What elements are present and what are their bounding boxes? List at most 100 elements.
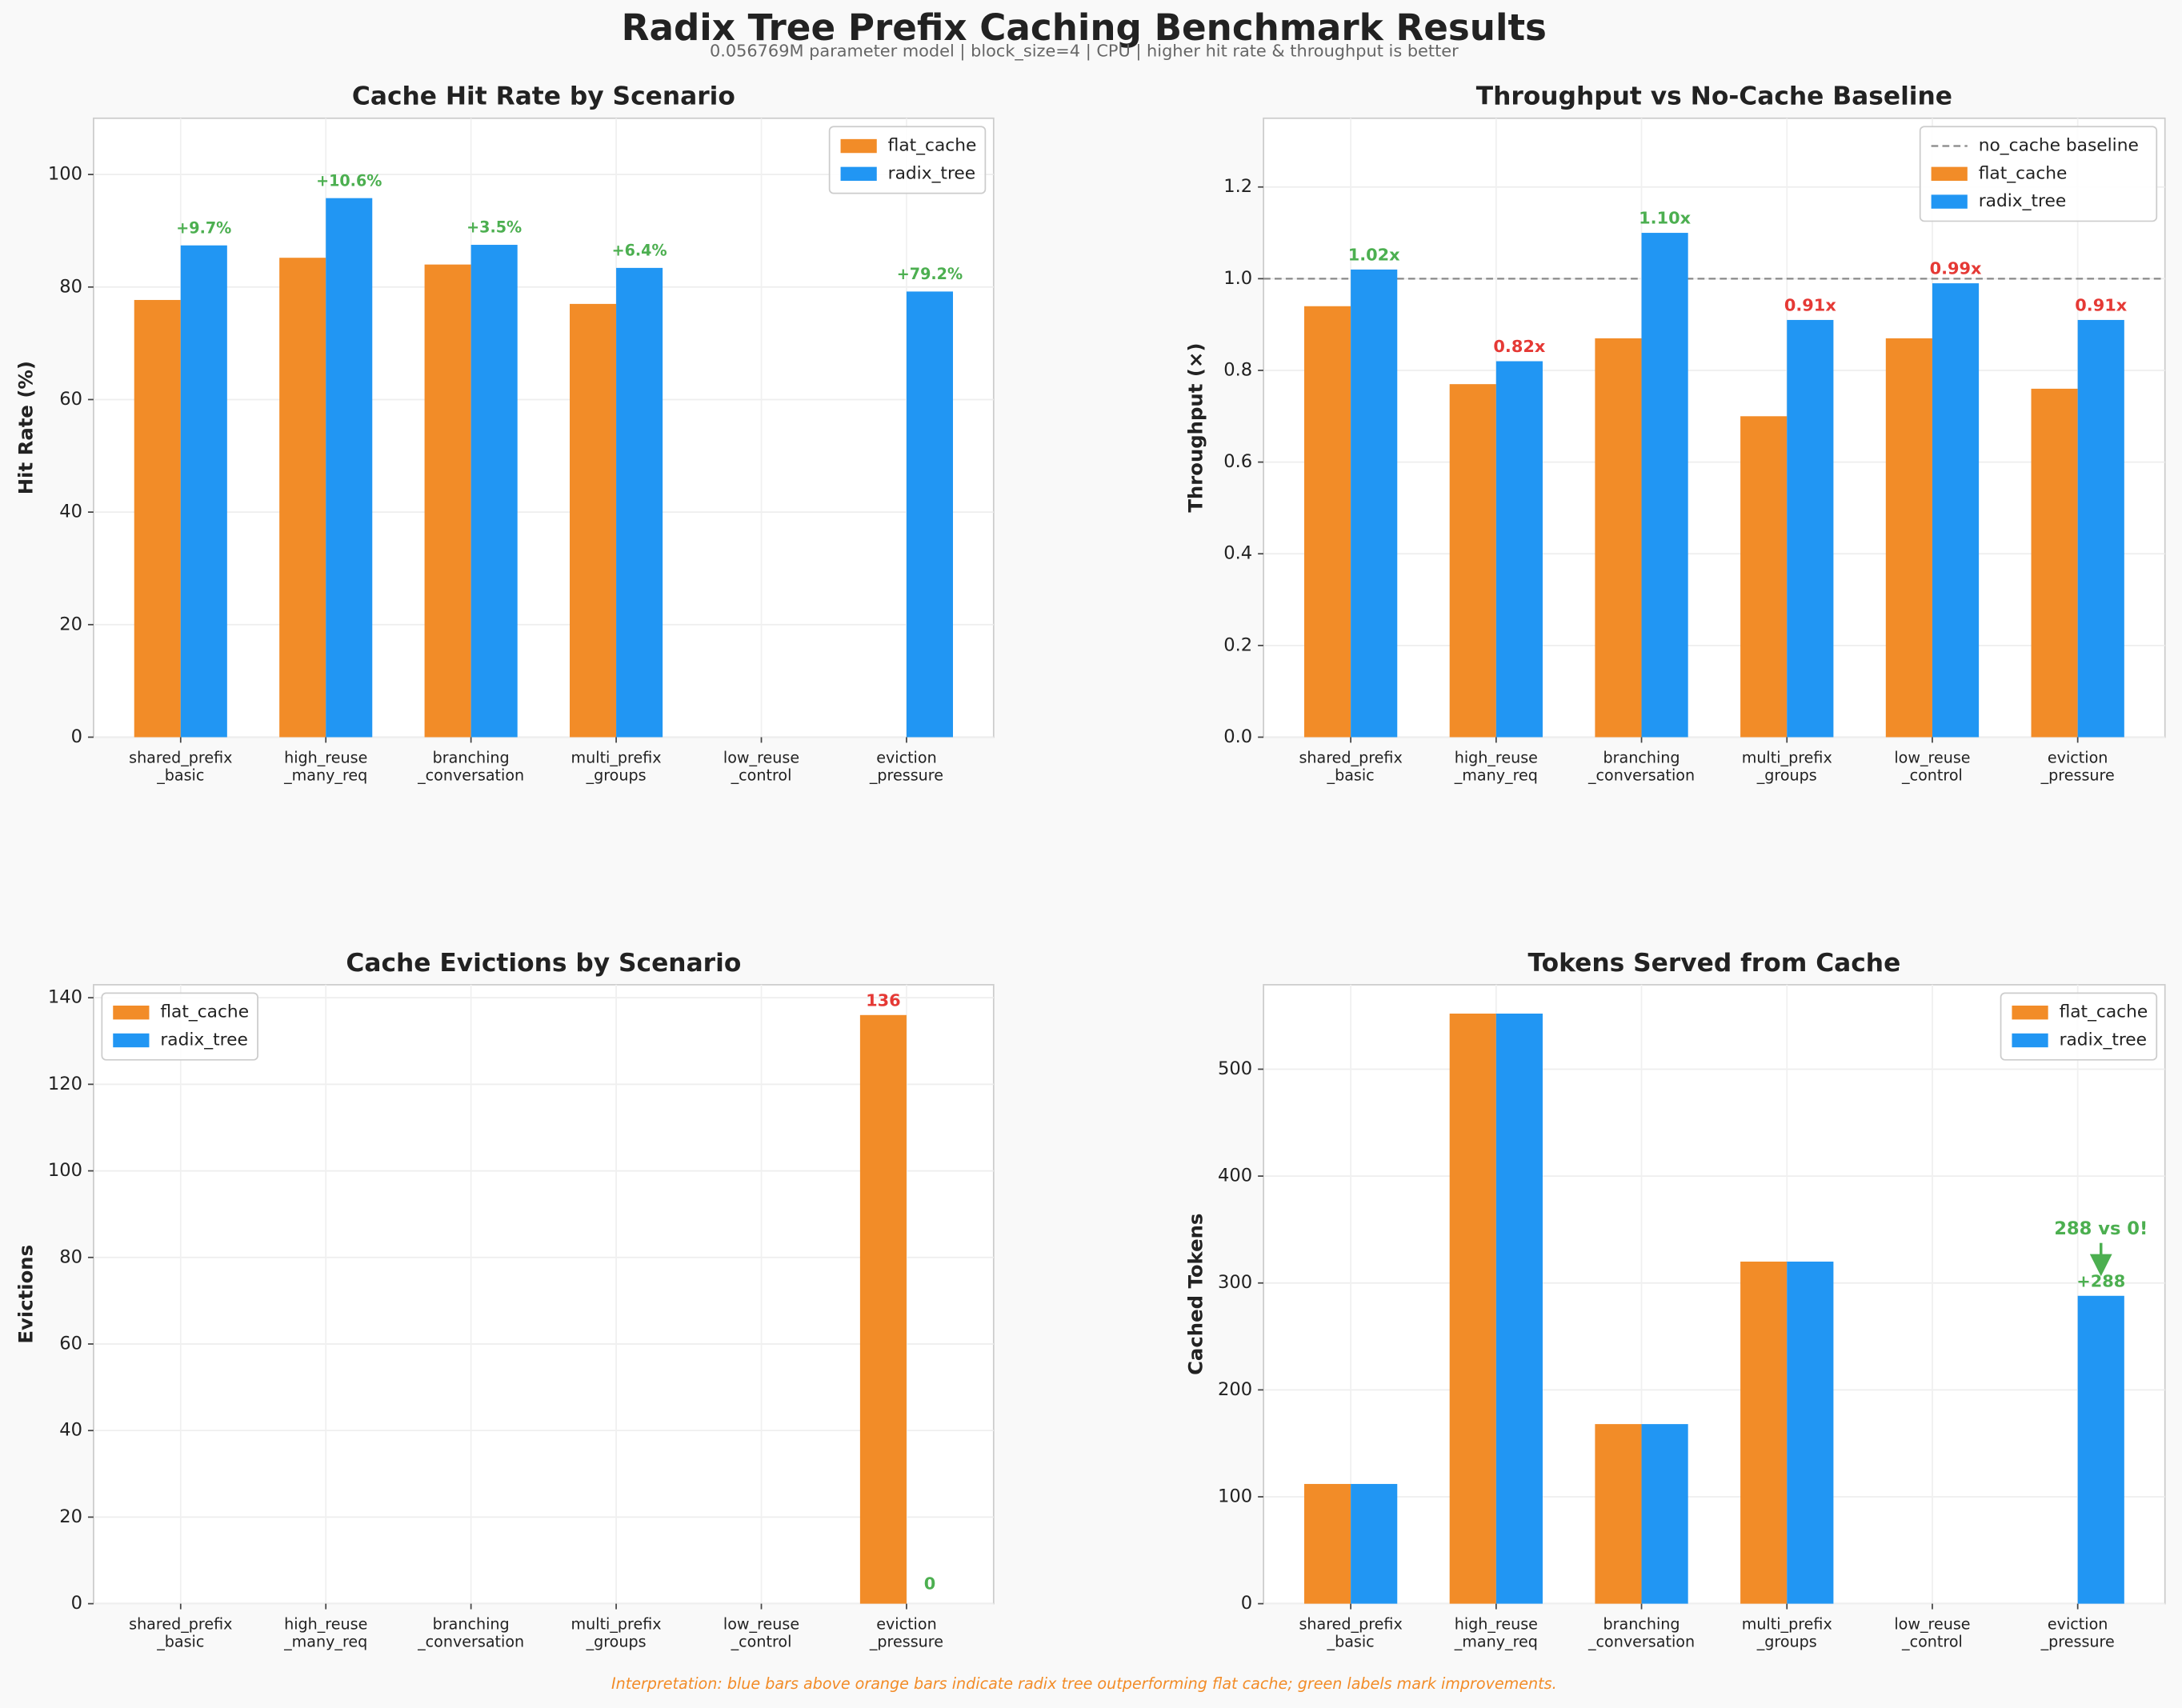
value-label: +288 [2076,1271,2125,1290]
x-tick-label: shared_prefix _basic [1299,748,1402,784]
x-tick-label: shared_prefix _basic [129,748,232,784]
figure-subtitle: 0.056769M parameter model | block_size=4… [710,41,1459,61]
y-tick-label: 500 [1218,1058,1252,1079]
value-label: 1.10x [1639,209,1691,228]
bar [1787,1262,1834,1604]
legend-swatch [113,1006,150,1020]
bar [1351,269,1398,738]
y-tick-label: 0 [1241,1593,1252,1614]
y-tick-label: 20 [59,614,82,634]
x-tick-label: eviction _pressure [869,1614,943,1650]
bar [1495,361,1543,738]
x-tick-label: multi_prefix _groups [1742,1614,1832,1650]
bar [1885,338,1932,738]
bar [1303,306,1351,738]
y-tick-label: 60 [59,1333,82,1354]
value-label: 0.91x [1784,296,1836,315]
y-tick-label: 1.0 [1223,268,1252,289]
x-tick-label: branching _conversation [1587,748,1695,784]
y-tick-label: 20 [59,1506,82,1527]
bar [1449,384,1496,738]
legend-box [1919,126,2158,222]
legend-swatch [113,1033,150,1048]
bar [1740,416,1788,738]
bar [1449,1014,1496,1604]
x-tick-label: low_reuse _control [723,1614,799,1650]
bar [180,245,227,738]
legend-swatch [1931,194,1968,209]
y-tick-label: 60 [59,389,82,410]
bar [1641,233,1688,738]
callout-label: 288 vs 0! [2054,1218,2148,1239]
x-tick-label: branching _conversation [1587,1614,1695,1650]
value-label: 0.82x [1493,337,1545,356]
plot-area [1263,984,2166,1605]
bar [1595,1424,1642,1604]
legend-label: no_cache baseline [1979,136,2139,156]
bar [2077,1295,2124,1604]
bar [326,198,373,738]
legend-swatch [1931,166,1968,182]
y-tick-label: 40 [59,1420,82,1441]
y-axis-label: Evictions [14,1245,37,1344]
bar [2031,388,2078,738]
bar [1495,1014,1543,1604]
bar [1351,1483,1398,1604]
legend-swatch [2012,1006,2048,1020]
x-tick-label: branching _conversation [417,1614,524,1650]
bar [134,299,181,738]
x-tick-label: shared_prefix _basic [129,1614,232,1650]
improvement-label: +6.4% [612,242,667,260]
y-tick-label: 100 [1218,1486,1252,1506]
x-tick-label: shared_prefix _basic [1299,1614,1402,1650]
x-tick-label: high_reuse _many_req [1454,1614,1538,1650]
improvement-label: +79.2% [897,265,963,283]
y-tick-label: 100 [48,1160,82,1181]
legend-label: flat_cache [1979,163,2068,183]
bar [1595,338,1642,738]
y-tick-label: 120 [48,1074,82,1094]
x-tick-label: high_reuse _many_req [283,1614,367,1650]
footer-note: Interpretation: blue bars above orange b… [611,1674,1557,1693]
bar [424,264,471,738]
y-tick-label: 200 [1218,1379,1252,1400]
y-axis-label: Hit Rate (%) [14,361,37,494]
x-tick-label: high_reuse _many_req [283,748,367,784]
y-tick-label: 0 [71,1593,82,1614]
legend-label: flat_cache [2060,1002,2148,1022]
y-axis-label: Throughput (×) [1184,343,1207,513]
bar [1787,319,1834,738]
improvement-label: +9.7% [176,218,231,237]
value-label: 136 [866,990,901,1010]
y-tick-label: 80 [59,276,82,297]
bar [1932,283,1980,738]
y-tick-label: 300 [1218,1272,1252,1293]
bar [906,291,953,738]
x-tick-label: branching _conversation [417,748,524,784]
chart-title: Throughput vs No-Cache Baseline [1476,82,1952,111]
y-tick-label: 400 [1218,1166,1252,1186]
bar [616,267,663,738]
bar [570,303,617,738]
y-tick-label: 1.2 [1223,176,1252,197]
improvement-label: +3.5% [466,218,522,237]
bar [1303,1483,1351,1604]
x-tick-label: low_reuse _control [723,748,799,784]
y-tick-label: 40 [59,502,82,522]
bar [279,258,326,738]
legend-label: flat_cache [888,136,977,156]
bar [1740,1262,1788,1604]
value-label: 0.91x [2075,296,2127,315]
legend-swatch [840,138,877,154]
x-tick-label: low_reuse _control [1894,748,1970,784]
value-label: 1.02x [1348,246,1400,265]
legend-swatch [2012,1033,2048,1048]
x-tick-label: multi_prefix _groups [1742,748,1832,784]
y-tick-label: 0.6 [1223,451,1252,472]
x-tick-label: eviction _pressure [2040,1614,2115,1650]
y-tick-label: 100 [48,164,82,185]
bar [2077,319,2124,738]
x-tick-label: low_reuse _control [1894,1614,1970,1650]
y-tick-label: 0 [71,726,82,747]
